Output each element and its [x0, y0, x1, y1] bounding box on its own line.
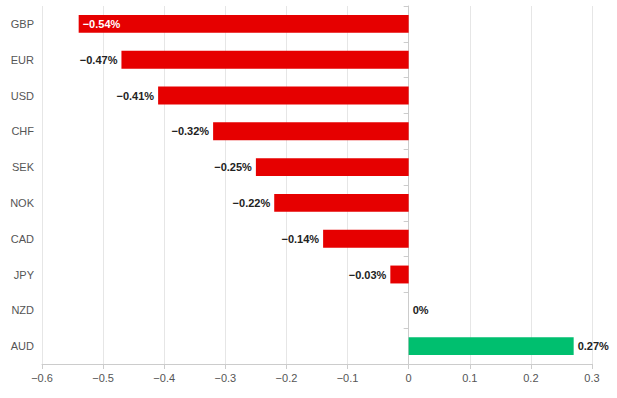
svg-text:CHF: CHF [11, 125, 34, 137]
svg-text:0.1: 0.1 [462, 372, 477, 384]
svg-text:CAD: CAD [11, 233, 34, 245]
svg-text:−0.5: −0.5 [92, 372, 114, 384]
svg-text:−0.22%: −0.22% [233, 197, 271, 209]
svg-text:NZD: NZD [11, 304, 34, 316]
svg-text:−0.14%: −0.14% [281, 233, 319, 245]
svg-text:−0.47%: −0.47% [80, 54, 118, 66]
svg-text:−0.4: −0.4 [153, 372, 175, 384]
svg-text:−0.25%: −0.25% [214, 161, 252, 173]
svg-text:NOK: NOK [10, 197, 35, 209]
svg-text:−0.41%: −0.41% [116, 90, 154, 102]
svg-text:SEK: SEK [12, 161, 35, 173]
svg-text:USD: USD [11, 90, 34, 102]
svg-text:0.3: 0.3 [584, 372, 599, 384]
svg-text:JPY: JPY [14, 269, 35, 281]
svg-text:−0.32%: −0.32% [171, 125, 209, 137]
svg-text:−0.2: −0.2 [276, 372, 298, 384]
svg-text:−0.54%: −0.54% [83, 18, 121, 30]
svg-text:−0.6: −0.6 [31, 372, 53, 384]
svg-text:−0.03%: −0.03% [349, 269, 387, 281]
svg-text:AUD: AUD [11, 340, 34, 352]
svg-text:−0.3: −0.3 [214, 372, 236, 384]
svg-text:GBP: GBP [11, 18, 34, 30]
svg-text:0%: 0% [413, 304, 429, 316]
svg-text:0.27%: 0.27% [578, 340, 609, 352]
svg-text:0: 0 [406, 372, 412, 384]
svg-text:−0.1: −0.1 [337, 372, 359, 384]
svg-text:0.2: 0.2 [523, 372, 538, 384]
svg-text:EUR: EUR [11, 54, 34, 66]
